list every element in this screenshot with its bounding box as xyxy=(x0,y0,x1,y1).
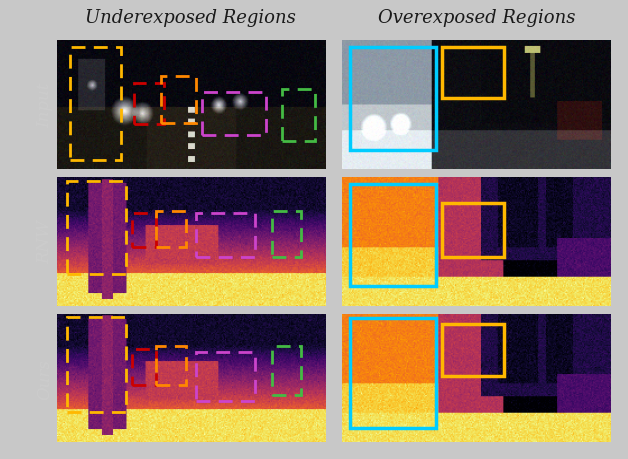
Bar xyxy=(161,77,197,123)
Text: Ours: Ours xyxy=(36,358,54,399)
Bar xyxy=(156,211,185,247)
Bar xyxy=(350,48,436,150)
Bar xyxy=(350,318,436,428)
Bar xyxy=(441,203,504,257)
Bar xyxy=(441,325,504,376)
Text: Input: Input xyxy=(36,83,54,128)
Text: Underexposed Regions: Underexposed Regions xyxy=(85,9,296,28)
Bar xyxy=(441,48,504,99)
Bar xyxy=(156,346,185,385)
Bar xyxy=(134,84,164,125)
Bar xyxy=(132,349,156,385)
Bar xyxy=(197,353,256,402)
Bar xyxy=(202,93,266,136)
Text: Overexposed Regions: Overexposed Regions xyxy=(378,9,575,28)
Bar xyxy=(67,182,126,274)
Bar xyxy=(132,214,156,247)
Bar xyxy=(67,317,126,412)
Bar xyxy=(271,346,301,395)
Bar xyxy=(70,48,121,161)
Bar xyxy=(350,184,436,287)
Bar xyxy=(271,211,301,257)
Bar xyxy=(197,214,256,257)
Text: RNW: RNW xyxy=(36,220,54,264)
Bar xyxy=(283,90,315,141)
